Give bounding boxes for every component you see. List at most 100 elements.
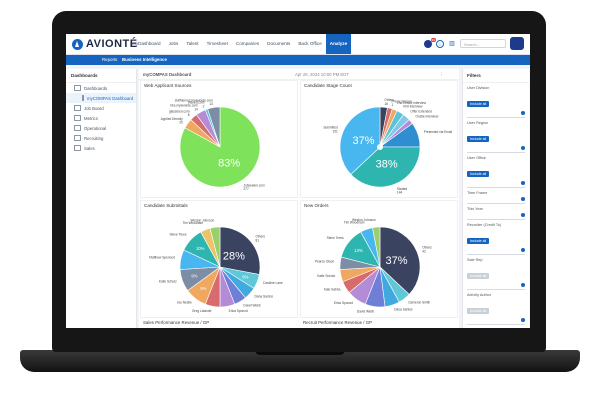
search-input[interactable]: Search...: [460, 39, 506, 48]
slice-count-label: 151: [332, 129, 338, 133]
slice-name-label: KNI Interview: [403, 104, 423, 108]
slice-name-label: Others: [422, 246, 432, 250]
slice-name-label: hire.myavionte.com: [170, 104, 198, 108]
filter-select[interactable]: [467, 318, 525, 325]
slice-name-label: Pearce Olson: [315, 260, 335, 264]
slice-count-label: 42: [422, 249, 426, 253]
folder-icon: [74, 85, 81, 91]
nav-item-companies[interactable]: Companies: [235, 41, 260, 46]
pie-slice[interactable]: [219, 226, 261, 275]
panel-new-orders: New Orders 37% Others 42 Cameron Smith Dana …: [300, 200, 458, 318]
include-all-button[interactable]: Include all: [467, 101, 490, 107]
sidebar-item-label: Sales: [84, 145, 95, 151]
slice-count-label: 144: [397, 190, 403, 194]
filters-panel: Filters User Division Include all User Reg…: [462, 69, 529, 328]
pie-slice[interactable]: [379, 226, 421, 295]
slice-name-label: Submitted: [323, 126, 338, 130]
filter-select[interactable]: [467, 111, 525, 118]
slice-name-label: Weston Johnson: [352, 218, 376, 222]
filter-select[interactable]: [467, 283, 525, 290]
nav-item-mydashboard[interactable]: myDashboard: [132, 41, 161, 46]
sidebar-title: Dashboards: [66, 69, 136, 83]
filter-label: This Year: [467, 207, 483, 211]
filter-select[interactable]: [467, 197, 525, 204]
nav-item-talent[interactable]: Talent: [186, 41, 199, 46]
filter-select[interactable]: [467, 213, 525, 220]
pie-slice[interactable]: [350, 146, 421, 188]
filter-group: User Region Include all: [467, 121, 525, 153]
pie-slice[interactable]: [209, 226, 221, 268]
bottom-right-title: Recruit Performance Revenue / GP: [303, 320, 373, 325]
sub-nav: Reports Business Intelligence: [66, 55, 530, 65]
slice-name-label: Katie Schutz: [317, 274, 335, 278]
slice-name-label: Dana Santos: [394, 308, 413, 312]
brand-name: AVIONTÉ: [86, 38, 138, 50]
nav-item-timesheet[interactable]: Timesheet: [206, 41, 228, 46]
slice-percent-label: 37%: [386, 255, 408, 267]
slice-name-label: Others: [255, 235, 265, 239]
sidebar-item-recruiting[interactable]: Recruiting: [66, 133, 136, 143]
analytics-icon[interactable]: ▥: [448, 39, 456, 48]
folder-icon: [74, 135, 81, 141]
filter-select[interactable]: [467, 248, 525, 255]
sidebar-item-job-board[interactable]: Job Board: [66, 103, 136, 113]
filter-toggle-icon[interactable]: [521, 213, 525, 217]
include-all-button[interactable]: Include all: [467, 136, 490, 142]
panel-title: Candidate Submittals: [144, 203, 188, 208]
sidebar-item-label: Recruiting: [84, 135, 104, 141]
favorites-icon[interactable]: ☆: [436, 39, 444, 48]
panel-title: Web Applicant Sources: [144, 83, 192, 88]
filter-toggle-icon[interactable]: [521, 197, 525, 201]
donut-hole: [377, 144, 383, 150]
sidebar-item-sales[interactable]: Sales: [66, 143, 136, 153]
sidebar-item-dashboards[interactable]: Dashboards: [66, 83, 136, 93]
notifications-icon[interactable]: 99: [424, 37, 436, 48]
user-avatar[interactable]: [510, 37, 524, 50]
bi-link[interactable]: Business Intelligence: [122, 57, 167, 62]
filter-toggle-icon[interactable]: [521, 181, 525, 185]
sidebar-item-mycompas-dashboard[interactable]: myCOMPAS Dashboard: [66, 93, 136, 103]
include-all-button[interactable]: Include all: [467, 171, 490, 177]
nav-item-back-office[interactable]: Back Office: [298, 41, 322, 46]
filter-select[interactable]: [467, 146, 525, 153]
slice-count-label: 1: [391, 103, 393, 107]
brand-logo[interactable]: AVIONTÉ: [72, 38, 138, 50]
more-icon[interactable]: ⋮: [439, 72, 444, 77]
nav-item-analyze[interactable]: Analyze: [325, 34, 352, 54]
slice-percent-label: 9%: [200, 286, 206, 291]
filter-label: User Region: [467, 121, 489, 125]
filter-label: Activity Author: [467, 293, 492, 297]
filter-toggle-icon[interactable]: [521, 111, 525, 115]
include-all-button[interactable]: Include all: [467, 273, 490, 279]
filter-toggle-icon[interactable]: [521, 318, 525, 322]
filter-group: Recruiter (Credit To) Include all: [467, 223, 525, 255]
panel-title: Candidate Stage Count: [304, 83, 352, 88]
slice-name-label: Cameron Smith: [408, 300, 430, 304]
sidebar-item-metrics[interactable]: Metrics: [66, 113, 136, 123]
slice-name-label: Greg Lalande: [192, 309, 212, 313]
sidebar-item-label: Metrics: [84, 115, 98, 121]
include-all-button[interactable]: Include all: [467, 238, 490, 244]
slice-name-label: Kate Sabha: [324, 287, 341, 291]
dashboard-header: myCOMPAS Dashboard Apr 26, 2024 10:00 PM…: [139, 69, 459, 80]
filter-select[interactable]: [467, 181, 525, 188]
nav-item-documents[interactable]: Documents: [267, 41, 291, 46]
sidebar-item-operational[interactable]: Operational: [66, 123, 136, 133]
dashboard-title: myCOMPAS Dashboard: [143, 72, 192, 77]
sidebar-item-label: Job Board: [84, 105, 104, 111]
reports-link[interactable]: Reports: [102, 57, 118, 62]
pie-slice[interactable]: [372, 226, 381, 268]
dashboard-icon: [82, 95, 84, 101]
slice-percent-label: 13%: [354, 248, 363, 253]
include-all-button[interactable]: Include all: [467, 308, 490, 314]
filter-toggle-icon[interactable]: [521, 248, 525, 252]
pie-slice[interactable]: [207, 106, 221, 148]
filter-toggle-icon[interactable]: [521, 146, 525, 150]
filter-toggle-icon[interactable]: [521, 283, 525, 287]
nav-item-jobs[interactable]: Jobs: [168, 41, 179, 46]
dashboard-main: myCOMPAS Dashboard Apr 26, 2024 10:00 PM…: [139, 69, 459, 328]
pie-slice[interactable]: [339, 106, 381, 175]
